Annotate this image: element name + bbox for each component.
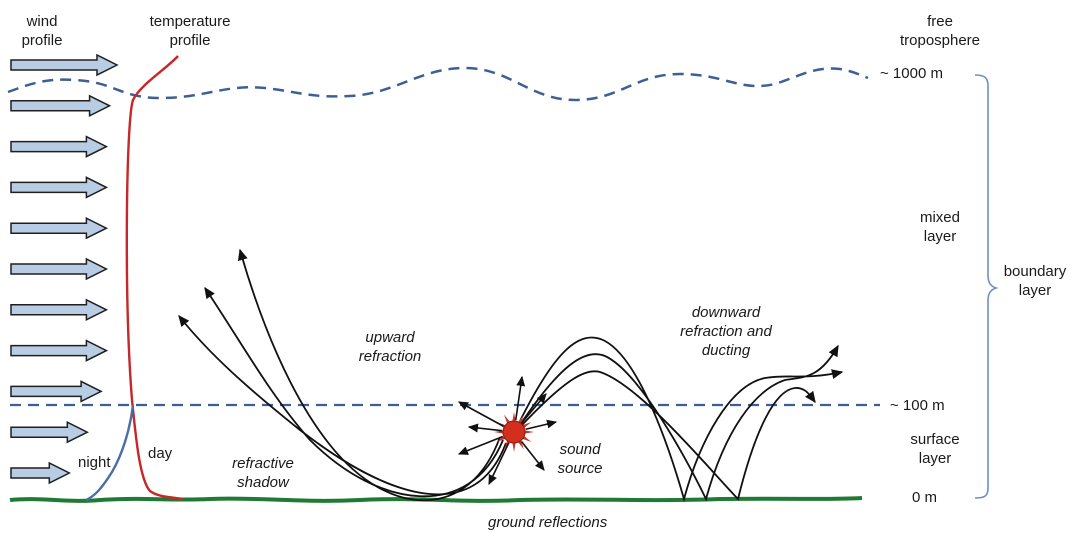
ground-line [9, 496, 863, 503]
boundary-layer-bracket [974, 74, 999, 499]
temperature-profile-night [85, 404, 135, 502]
wind-profile-label: wind profile [21, 13, 63, 49]
ground-reflections-label: ground reflections [488, 514, 608, 531]
source-spike-4 [512, 441, 516, 452]
sound-source [457, 375, 558, 486]
upward-ray-1 [237, 248, 501, 502]
ducted-ray-1 [517, 336, 844, 503]
wind-arrow-11 [10, 461, 71, 485]
source-emission-arrow-5 [520, 440, 545, 471]
source-emission-arrow-4 [525, 419, 558, 430]
source-spike-1 [523, 430, 534, 434]
temperature-profile-day [125, 55, 185, 501]
sound-source-label: sound source [557, 441, 603, 477]
day-label: day [148, 445, 173, 462]
source-emission-arrow-6 [488, 442, 510, 486]
source-spike-10 [512, 412, 516, 423]
upward-ray-3 [178, 315, 507, 496]
upward-refraction-rays [178, 248, 507, 502]
surface-layer-label: surface layer [910, 431, 960, 467]
wind-arrow-7 [10, 298, 109, 322]
wind-arrow-6 [10, 257, 109, 281]
source-emission-arrow-7 [457, 435, 504, 455]
wind-arrow-10 [10, 420, 89, 444]
source-emission-arrow-2 [514, 375, 526, 421]
source-emission-arrow-1 [458, 401, 504, 427]
wind-profile-arrows [10, 53, 119, 485]
ducted-ray-2 [519, 344, 839, 502]
wind-arrow-3 [10, 135, 109, 158]
ducted-ray-3 [521, 370, 816, 501]
mixed-layer-label: mixed layer [919, 209, 960, 245]
boundary-layer-label: boundary layer [1003, 263, 1067, 299]
downward-refraction-rays [517, 336, 844, 503]
source-emission-arrow-8 [467, 423, 503, 433]
source-emission-arrow-3 [521, 393, 547, 424]
refractive-shadow-label: refractive shadow [232, 455, 294, 491]
level-1000m-label: ~ 1000 m [880, 65, 943, 82]
upward-refraction-label: upward refraction [358, 329, 422, 365]
wind-arrow-5 [10, 216, 109, 240]
wind-arrow-9 [10, 380, 103, 403]
level-100m-label: ~ 100 m [890, 397, 945, 414]
downward-refraction-label: downward refraction and ducting [680, 304, 772, 359]
wind-arrow-4 [10, 176, 109, 199]
night-label: night [78, 454, 111, 471]
wind-arrow-2 [10, 94, 112, 118]
free-troposphere-label: free troposphere [899, 13, 981, 49]
sound-source-circle [502, 420, 526, 444]
upward-ray-2 [204, 286, 504, 498]
wind-arrow-8 [10, 339, 109, 362]
level-0m-label: 0 m [912, 489, 938, 506]
wind-arrow-1 [10, 53, 119, 77]
sound-source-emission-arrows [457, 375, 558, 486]
temperature-profile-label: temperature profile [149, 13, 231, 49]
